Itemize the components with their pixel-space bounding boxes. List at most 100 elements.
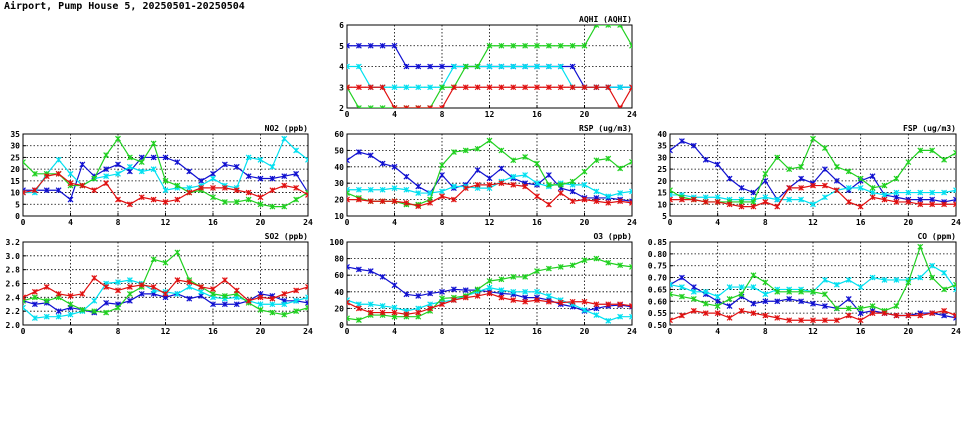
data-point [953,312,956,319]
data-point [941,156,948,163]
data-point [347,63,350,70]
data-point [917,201,924,208]
data-point [545,42,552,49]
data-point [798,288,805,295]
data-point [569,63,576,70]
data-point [605,301,612,308]
data-point [869,194,876,201]
data-point [905,159,912,166]
data-point [845,312,852,319]
chart-fsp: 5 10 15 20 25 30 35 40 0 4 8 12 16 20 24 FSP (ug/m3) [657,124,961,227]
data-point [427,63,434,70]
data-point [617,25,624,28]
data-point [750,310,757,317]
y-tick-label: 0.55 [648,309,667,318]
data-point [257,301,264,308]
data-point [941,307,948,314]
data-point [150,284,157,290]
data-point [798,298,805,305]
data-point [869,189,876,196]
data-point [605,155,612,162]
x-tick-label: 24 [627,110,637,119]
data-point [462,287,469,294]
data-point [427,105,434,108]
x-tick-label: 24 [627,327,637,336]
data-point [186,189,193,196]
data-point [498,84,505,91]
chart-title: O3 (ppb) [593,232,632,241]
data-point [55,308,62,315]
data-point [450,84,457,91]
data-point [798,184,805,191]
chart-so2: 2.0 2.2 2.4 2.6 2.8 3.0 3.2 0 4 8 12 16 20 24 SO2 (ppb… [6,232,313,336]
chart-title: FSP (ug/m3) [903,124,956,133]
y-tick-label: 0.80 [648,250,667,259]
data-point [115,170,121,177]
y-tick-label: 10 [10,189,20,198]
data-point [221,277,228,283]
data-point [726,284,733,290]
data-point [474,145,481,152]
data-point [439,105,445,108]
data-point [391,304,398,311]
data-point [510,297,517,304]
data-point [593,198,600,205]
chart-aqhi: 2 3 4 5 6 0 4 8 12 16 20 24 AQHI (AQHI) [339,15,637,119]
data-point [498,180,505,187]
data-point [617,198,624,205]
data-point [450,196,457,203]
data-point [126,163,133,170]
data-point [510,173,517,180]
chart-title: CO (ppm) [917,232,956,241]
data-point [510,273,517,280]
series-group [347,25,632,108]
data-point [367,105,374,108]
data-point [115,135,121,142]
y-tick-label: 0 [339,321,344,330]
data-point [391,309,398,316]
y-tick-label: 2.0 [6,321,21,330]
x-tick-label: 12 [161,327,171,336]
data-point [79,306,86,313]
x-tick-label: 20 [256,327,266,336]
data-point [498,287,505,294]
data-point [581,168,588,175]
data-point [427,84,434,91]
data-point [605,259,612,266]
data-point [126,297,133,304]
data-point [162,259,169,266]
data-point [91,297,98,304]
data-point [670,317,673,324]
y-tick-label: 0 [15,212,20,221]
data-point [138,194,145,201]
data-point [43,173,50,180]
data-point [510,288,517,295]
x-tick-label: 0 [668,327,673,336]
data-point [269,295,276,302]
data-point [881,182,888,189]
data-point [821,317,828,324]
data-point [415,63,422,70]
data-point [678,196,685,203]
data-point [786,166,793,173]
data-point [162,177,169,184]
data-point [726,295,733,302]
data-point [857,184,864,191]
data-point [917,147,924,154]
data-point [103,284,110,290]
data-point [450,183,457,190]
data-point [474,167,481,174]
data-point [750,199,757,205]
series-line [347,86,632,108]
data-point [810,201,816,208]
data-point [522,84,529,91]
data-point [905,189,912,196]
data-point [786,317,793,324]
data-point [678,138,685,144]
data-point [293,196,300,203]
data-point [557,263,564,270]
data-point [79,161,86,168]
data-point [281,173,288,180]
data-point [581,181,588,188]
